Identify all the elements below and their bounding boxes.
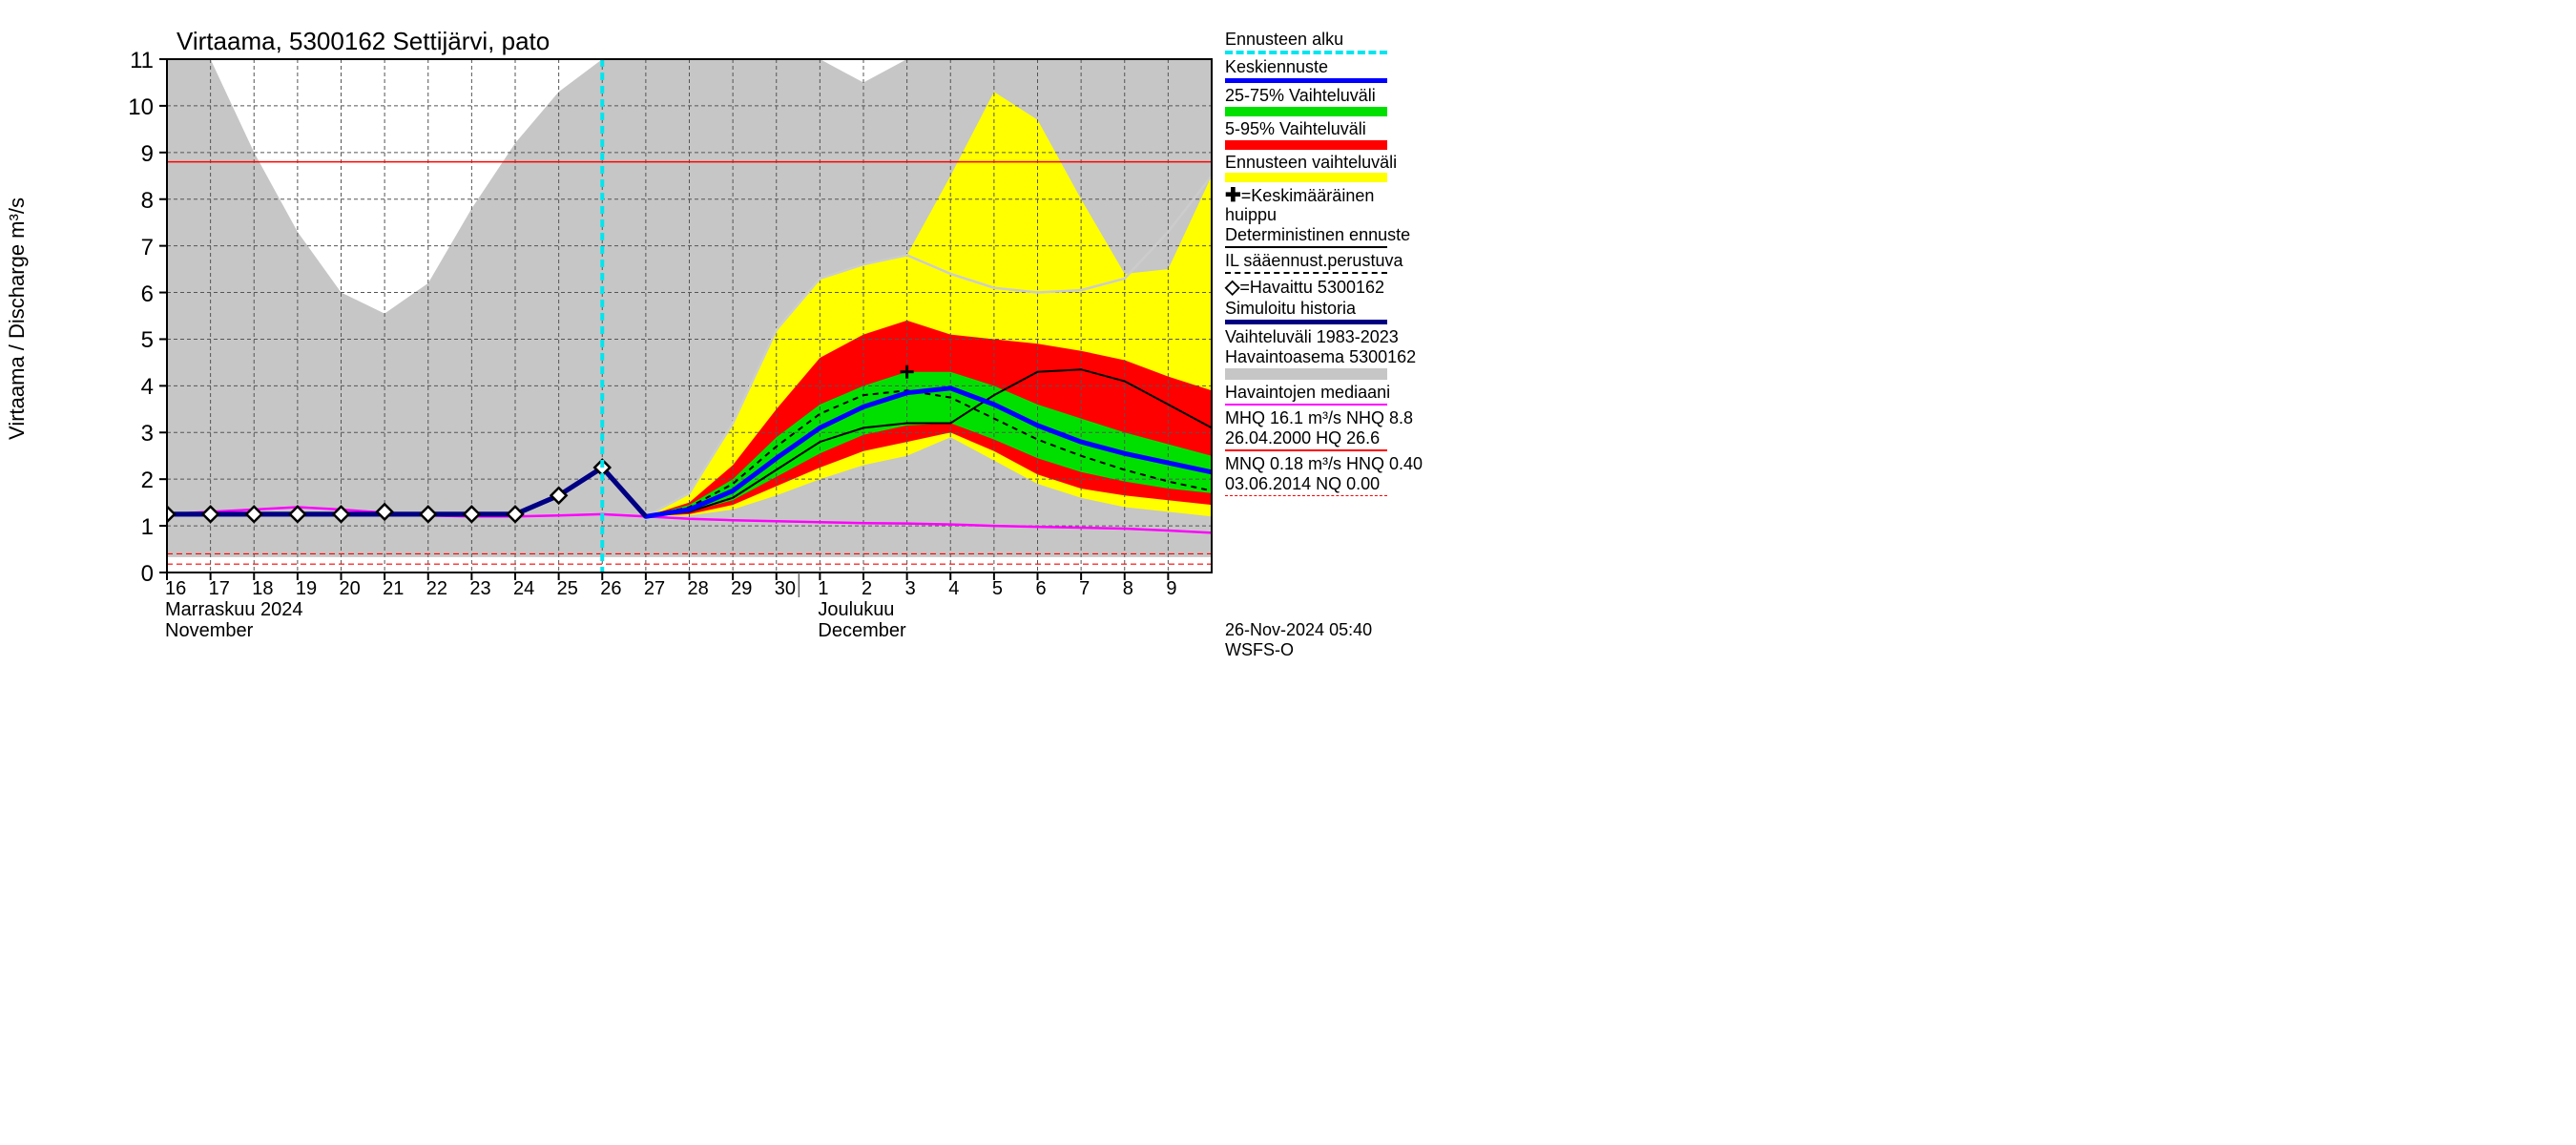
legend-item: Havaintojen mediaani — [1225, 384, 1430, 406]
y-tick-label: 9 — [141, 141, 154, 168]
month-label-fi: Marraskuu 2024 — [165, 599, 303, 621]
x-tick-label: 20 — [340, 578, 361, 600]
legend-item: IL sääennust.perustuva — [1225, 252, 1430, 274]
y-tick-label: 11 — [130, 48, 154, 74]
legend-item: 25-75% Vaihteluväli — [1225, 87, 1430, 116]
legend-item: Ennusteen alku — [1225, 31, 1430, 54]
month-label-en: November — [165, 620, 253, 642]
legend-item: Havaintoasema 5300162 — [1225, 348, 1430, 380]
y-tick-label: 7 — [141, 235, 154, 261]
y-tick-label: 3 — [141, 421, 154, 448]
x-tick-label: 29 — [731, 578, 752, 600]
x-tick-label: 9 — [1166, 578, 1176, 600]
legend-item: 03.06.2014 NQ 0.00 — [1225, 475, 1430, 496]
legend-item: MNQ 0.18 m³/s HNQ 0.40 — [1225, 455, 1430, 473]
x-tick-label: 18 — [252, 578, 273, 600]
legend-item: ✚=Keskimääräinen huippu — [1225, 186, 1430, 224]
legend-item: Simuloitu historia — [1225, 300, 1430, 324]
x-tick-label: 8 — [1123, 578, 1133, 600]
x-tick-label: 24 — [513, 578, 534, 600]
month-label-en: December — [818, 620, 905, 642]
x-tick-label: 21 — [383, 578, 404, 600]
y-tick-label: 6 — [141, 281, 154, 308]
y-tick-label: 8 — [141, 188, 154, 215]
chart-title: Virtaama, 5300162 Settijärvi, pato — [177, 27, 550, 56]
x-tick-label: 27 — [644, 578, 665, 600]
x-tick-label: 1 — [818, 578, 828, 600]
y-tick-label: 2 — [141, 468, 154, 494]
legend-item: MHQ 16.1 m³/s NHQ 8.8 — [1225, 409, 1430, 427]
x-tick-label: 7 — [1079, 578, 1090, 600]
y-axis-label: Virtaama / Discharge m³/s — [5, 198, 30, 440]
x-tick-label: 5 — [992, 578, 1003, 600]
legend-item: Deterministinen ennuste — [1225, 226, 1430, 248]
x-tick-label: 16 — [165, 578, 186, 600]
x-tick-label: 17 — [209, 578, 230, 600]
x-tick-label: 26 — [600, 578, 621, 600]
legend: Ennusteen alku Keskiennuste 25-75% Vaihtel… — [1225, 31, 1430, 500]
footer-timestamp: 26-Nov-2024 05:40 WSFS-O — [1225, 620, 1431, 660]
x-tick-label: 19 — [296, 578, 317, 600]
x-tick-label: 25 — [557, 578, 578, 600]
x-tick-label: 22 — [426, 578, 447, 600]
x-tick-label: 30 — [775, 578, 796, 600]
y-tick-label: 5 — [141, 327, 154, 354]
month-label-fi: Joulukuu — [818, 599, 894, 621]
legend-item: 5-95% Vaihteluväli — [1225, 120, 1430, 150]
legend-item: 26.04.2000 HQ 26.6 — [1225, 429, 1430, 451]
plot-svg — [0, 0, 1431, 636]
y-tick-label: 4 — [141, 374, 154, 401]
y-tick-label: 1 — [141, 514, 154, 541]
chart-container: Virtaama / Discharge m³/s Virtaama, 5300… — [0, 0, 1431, 636]
legend-item: Keskiennuste — [1225, 58, 1430, 83]
x-tick-label: 28 — [688, 578, 709, 600]
x-tick-label: 6 — [1036, 578, 1047, 600]
y-tick-label: 0 — [141, 561, 154, 588]
x-tick-label: 4 — [948, 578, 959, 600]
x-tick-label: 2 — [862, 578, 872, 600]
legend-item: Vaihteluväli 1983-2023 — [1225, 328, 1430, 346]
legend-item: ◇=Havaittu 5300162 — [1225, 278, 1430, 298]
legend-item: Ennusteen vaihteluväli — [1225, 154, 1430, 183]
y-tick-label: 10 — [128, 94, 154, 121]
x-tick-label: 3 — [905, 578, 916, 600]
x-tick-label: 23 — [469, 578, 490, 600]
